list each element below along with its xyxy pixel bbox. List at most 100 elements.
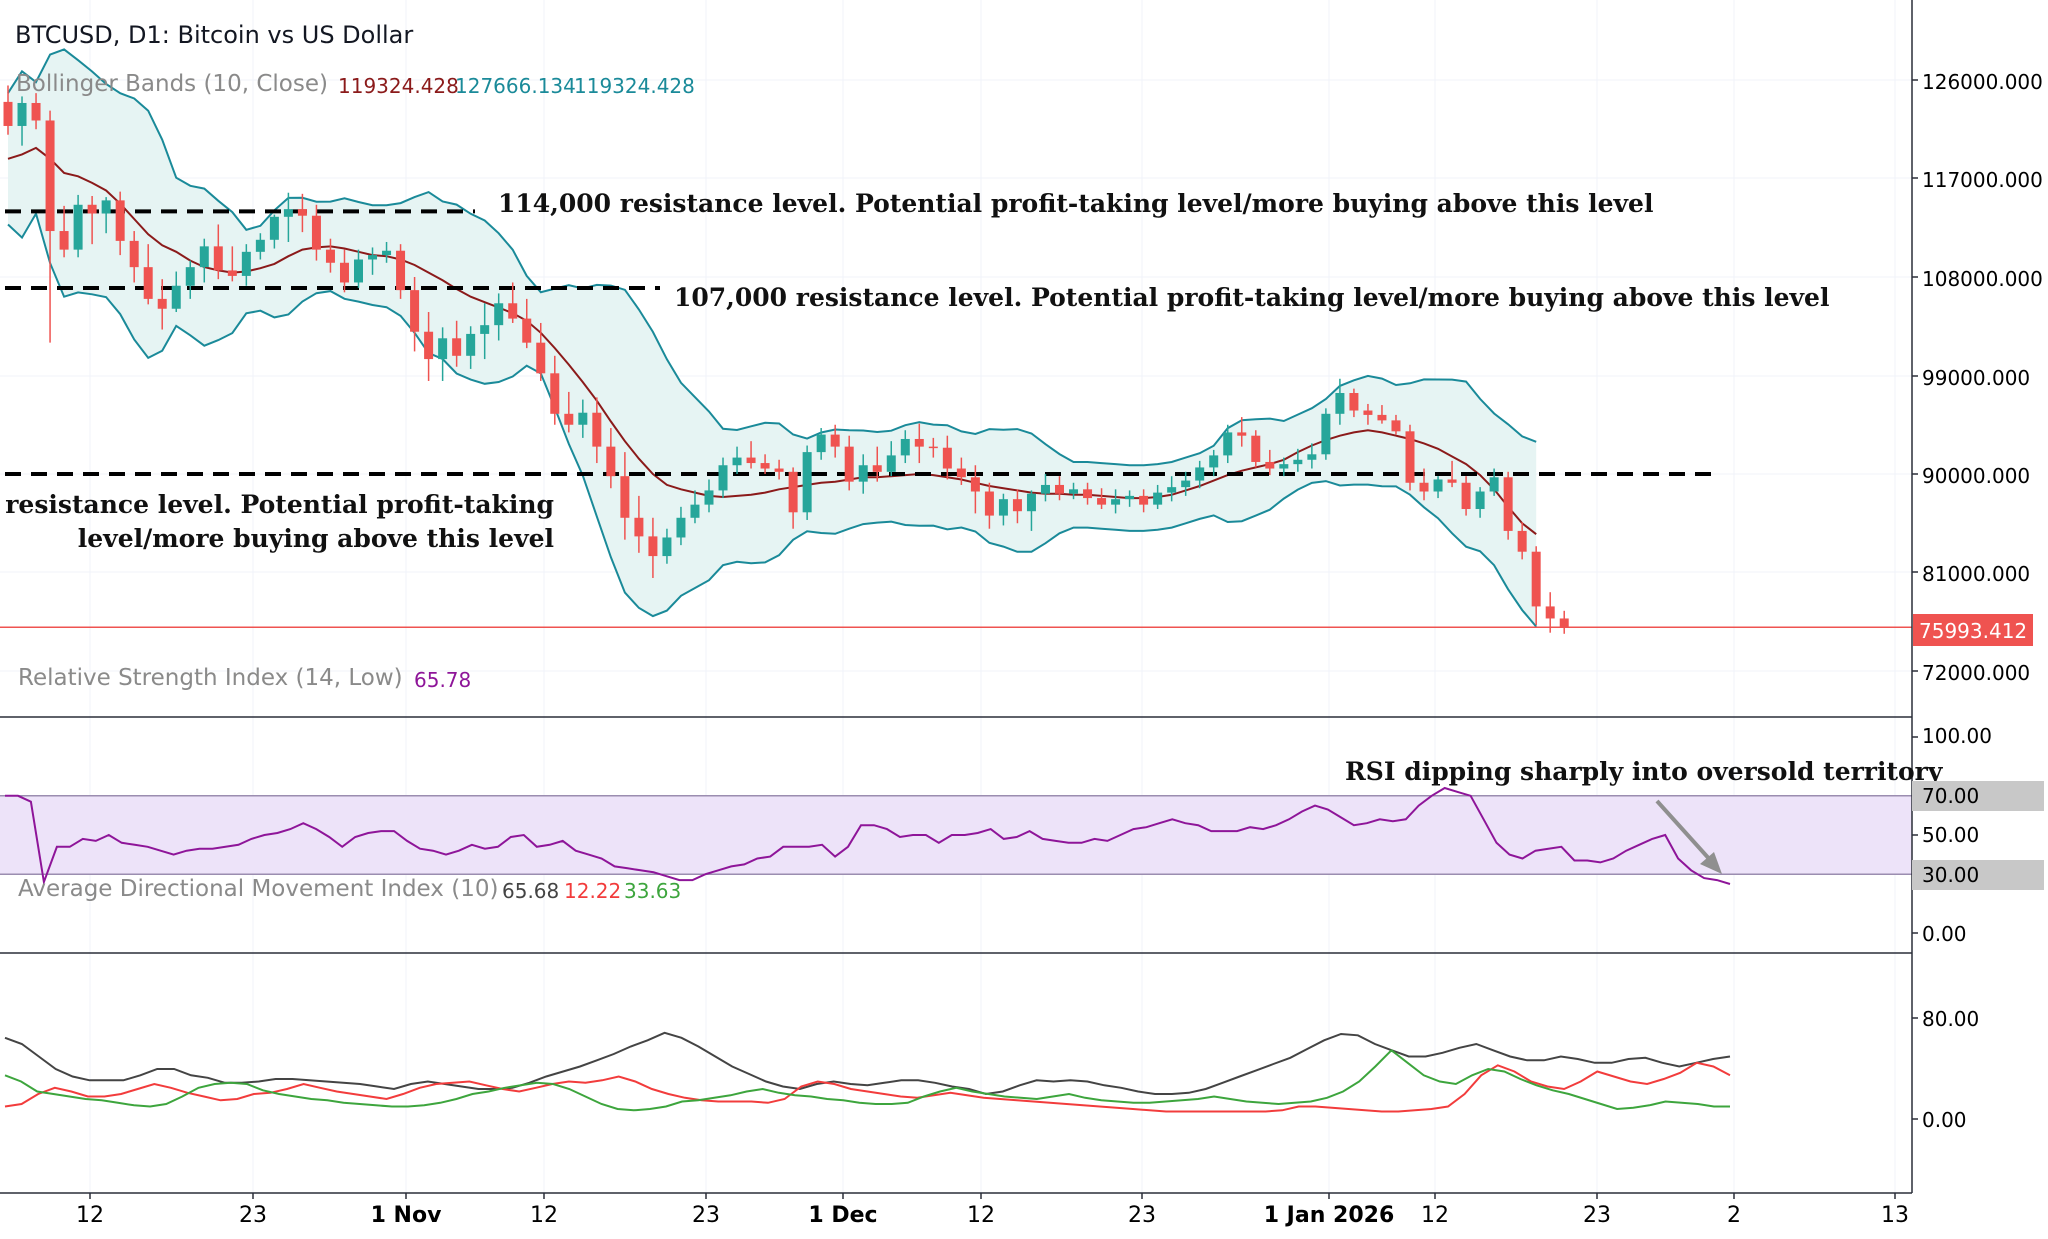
adx-line bbox=[4, 1031, 1731, 1096]
candle bbox=[3, 85, 13, 135]
candle-body bbox=[494, 303, 504, 326]
candle bbox=[325, 238, 335, 273]
candle bbox=[662, 528, 672, 564]
candle bbox=[830, 424, 840, 458]
candle bbox=[87, 196, 97, 245]
candle-body bbox=[1475, 491, 1485, 510]
candle bbox=[143, 244, 153, 305]
candle bbox=[354, 249, 363, 288]
rsi-line bbox=[5, 786, 1731, 886]
candle bbox=[1349, 388, 1359, 418]
rsi-indicator-label[interactable]: Relative Strength Index (14, Low) bbox=[18, 665, 403, 691]
candle-body bbox=[143, 267, 153, 299]
candle bbox=[1335, 378, 1345, 425]
time-label: 1 Nov bbox=[371, 1203, 442, 1228]
price-axis[interactable] bbox=[1912, 79, 1918, 1120]
candle bbox=[578, 399, 588, 438]
candle bbox=[1447, 460, 1457, 488]
candle bbox=[368, 247, 378, 275]
plus-di-line bbox=[4, 1048, 1730, 1112]
candle bbox=[1293, 448, 1303, 472]
candle-body bbox=[87, 204, 97, 214]
candle-body bbox=[17, 102, 27, 126]
candle bbox=[241, 244, 251, 286]
candle-body bbox=[550, 373, 560, 414]
plus-di-value: 33.63 bbox=[624, 879, 681, 903]
candle-body bbox=[101, 200, 111, 214]
candle-body bbox=[928, 446, 938, 449]
candle-body bbox=[1545, 606, 1555, 619]
candle bbox=[199, 238, 209, 283]
adx-tick: 80.00 bbox=[1922, 1007, 1979, 1031]
candle bbox=[1237, 417, 1247, 447]
candle-body bbox=[718, 465, 728, 491]
candle bbox=[1503, 471, 1513, 540]
bb-indicator-label[interactable]: Bollinger Bands (10, Close) bbox=[16, 71, 328, 97]
candle-body bbox=[1405, 431, 1415, 483]
candle bbox=[858, 454, 868, 494]
adx-tick: 0.00 bbox=[1922, 1108, 1967, 1132]
annotation-90k-line1: 90,000 resistance level. Potential profi… bbox=[0, 490, 554, 519]
candle-body bbox=[199, 246, 209, 268]
candle-body bbox=[620, 476, 630, 518]
last-price-label: 75993.412 bbox=[1919, 619, 2027, 643]
time-labels: 12 23 1 Nov 12 23 1 Dec 12 23 1 Jan 2026… bbox=[76, 1203, 1909, 1228]
candle bbox=[227, 246, 237, 282]
candle-body bbox=[297, 209, 307, 216]
candle bbox=[1181, 471, 1191, 496]
time-label: 23 bbox=[1583, 1203, 1611, 1228]
candle bbox=[494, 293, 504, 341]
candle-body bbox=[844, 446, 854, 482]
candle-body bbox=[438, 338, 448, 360]
candle bbox=[1517, 522, 1527, 560]
candle-body bbox=[283, 209, 293, 217]
candle bbox=[438, 327, 448, 381]
grid bbox=[0, 0, 1912, 1193]
candle bbox=[550, 355, 560, 425]
candle-body bbox=[1026, 493, 1036, 512]
candle bbox=[1040, 474, 1050, 502]
candles[interactable] bbox=[3, 85, 1569, 634]
candle bbox=[844, 435, 854, 491]
candle bbox=[634, 495, 644, 553]
time-axis[interactable] bbox=[89, 1193, 1896, 1199]
candle bbox=[17, 96, 27, 146]
candle bbox=[157, 279, 167, 330]
rsi-plot bbox=[0, 786, 1912, 886]
candle bbox=[283, 192, 293, 242]
chart-title: BTCUSD, D1: Bitcoin vs US Dollar bbox=[15, 21, 413, 49]
candle bbox=[970, 465, 980, 514]
candle-body bbox=[872, 465, 882, 472]
candle-body bbox=[1419, 482, 1429, 492]
price-tick-labels: 126000.000 117000.000 108000.000 99000.0… bbox=[1922, 70, 2043, 685]
bb-upper-line bbox=[7, 48, 1537, 467]
price-tick: 117000.000 bbox=[1922, 168, 2043, 192]
time-label: 2 bbox=[1727, 1203, 1741, 1228]
candle bbox=[942, 435, 952, 480]
candle bbox=[115, 191, 125, 256]
bb-lower-line bbox=[7, 211, 1537, 628]
candle-body bbox=[732, 457, 742, 466]
rsi-30-tag bbox=[1912, 860, 2044, 890]
candle bbox=[1195, 460, 1205, 489]
candle bbox=[1321, 408, 1331, 460]
candle-body bbox=[227, 270, 237, 276]
adx-indicator-label[interactable]: Average Directional Movement Index (10) bbox=[18, 876, 498, 902]
candle bbox=[1139, 489, 1149, 513]
candle-body bbox=[746, 457, 756, 464]
candle-body bbox=[1559, 618, 1569, 628]
candle bbox=[129, 231, 139, 283]
price-tick: 108000.000 bbox=[1922, 267, 2043, 291]
candle-body bbox=[255, 239, 265, 252]
candle-body bbox=[1012, 499, 1022, 512]
candle-body bbox=[984, 491, 994, 516]
annotation-90k-line2: level/more buying above this level bbox=[78, 524, 554, 553]
resistance-lines bbox=[0, 209, 1912, 629]
candle-body bbox=[536, 342, 546, 374]
time-label: 12 bbox=[1421, 1203, 1449, 1228]
panel-frame bbox=[0, 0, 1913, 1194]
candle-body bbox=[396, 250, 406, 291]
candle bbox=[648, 517, 658, 578]
candle-body bbox=[410, 290, 420, 332]
